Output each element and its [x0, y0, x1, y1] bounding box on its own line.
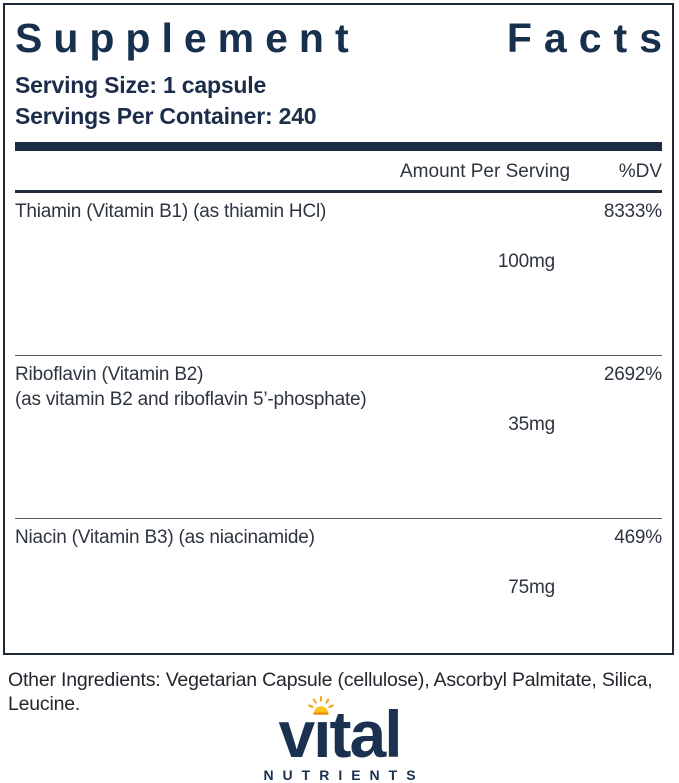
- nutrient-dv: 469%: [614, 527, 662, 548]
- table-row: Riboflavin (Vitamin B2) (as vitamin B2 a…: [15, 356, 662, 519]
- brand-wordmark-i: ı: [313, 697, 331, 771]
- nutrient-name: Thiamin (Vitamin B1) (as thiamin HCl): [15, 201, 327, 222]
- divider-bar-top: [15, 142, 662, 151]
- panel-title-word-2: Facts: [506, 15, 674, 61]
- table-header: Amount Per Serving %DV: [15, 151, 662, 193]
- nutrient-dv: 8333%: [603, 201, 662, 222]
- nutrient-amount: 35mg: [508, 414, 555, 435]
- nutrient-name-line2: (as vitamin B2 and riboflavin 5’-phospha…: [15, 389, 367, 410]
- brand-subtext: NUTRIENTS: [263, 767, 425, 783]
- supplement-facts-panel: Supplement Facts Serving Size: 1 capsule…: [3, 3, 674, 655]
- nutrient-name: Riboflavin (Vitamin B2): [15, 364, 204, 385]
- serving-info: Serving Size: 1 capsule Servings Per Con…: [15, 70, 662, 132]
- other-ingredients: Other Ingredients: Vegetarian Capsule (c…: [8, 669, 653, 715]
- brand-logo: vı tal NUTRIENTS: [0, 696, 679, 783]
- table-row: Niacin (Vitamin B3) (as niacinamide) 75m…: [15, 519, 662, 653]
- nutrient-name: Niacin (Vitamin B3) (as niacinamide): [15, 527, 315, 548]
- header-dv: %DV: [618, 161, 662, 182]
- nutrient-table: Thiamin (Vitamin B1) (as thiamin HCl) 10…: [15, 193, 662, 653]
- panel-title-word-1: Supplement: [15, 15, 360, 61]
- nutrient-amount: 75mg: [508, 577, 555, 598]
- nutrient-amount: 100mg: [497, 251, 555, 272]
- nutrient-dv: 2692%: [603, 364, 662, 385]
- brand-wordmark-pre: v: [278, 697, 315, 771]
- serving-size: Serving Size: 1 capsule: [15, 72, 267, 98]
- table-row: Thiamin (Vitamin B1) (as thiamin HCl) 10…: [15, 193, 662, 356]
- header-amount-per-serving: Amount Per Serving: [400, 161, 571, 182]
- brand-wordmark: vı tal: [278, 696, 403, 767]
- brand-wordmark-post: tal: [329, 697, 403, 771]
- panel-title: Supplement Facts: [15, 15, 662, 61]
- servings-per-container: Servings Per Container: 240: [15, 103, 317, 129]
- sun-icon: [308, 696, 335, 715]
